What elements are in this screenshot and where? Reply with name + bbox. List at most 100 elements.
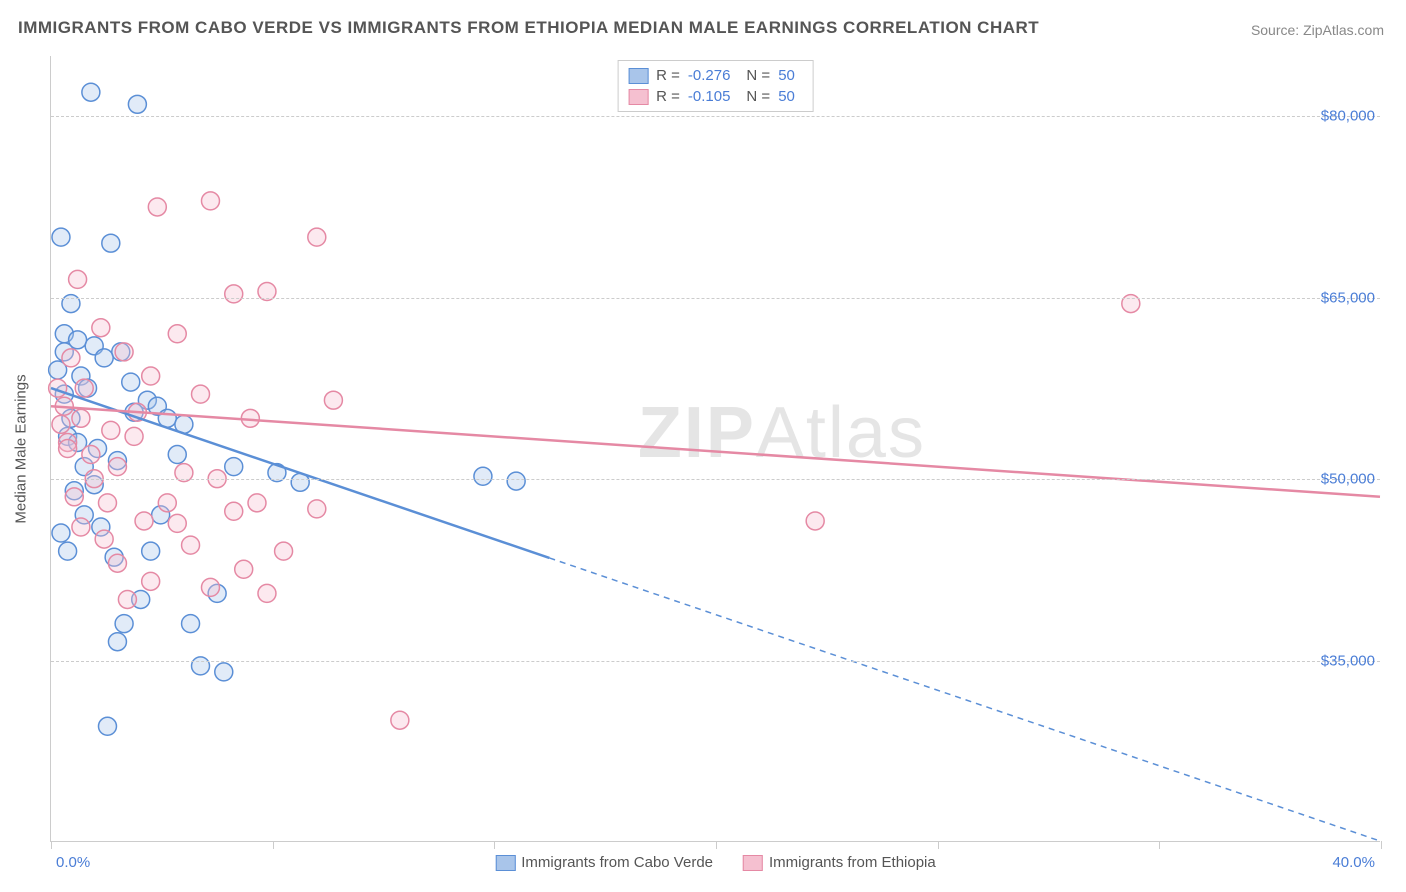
data-point xyxy=(158,494,176,512)
data-point xyxy=(52,228,70,246)
series-label-cabo-verde: Immigrants from Cabo Verde xyxy=(521,854,713,871)
r-label: R = xyxy=(656,88,680,105)
y-axis-title: Median Male Earnings xyxy=(13,374,30,523)
data-point xyxy=(235,560,253,578)
data-point xyxy=(507,472,525,490)
data-point xyxy=(69,270,87,288)
swatch-cabo-verde xyxy=(628,68,648,84)
data-point xyxy=(192,657,210,675)
data-point xyxy=(474,467,492,485)
data-point xyxy=(98,494,116,512)
data-point xyxy=(192,385,210,403)
y-tick-label: $50,000 xyxy=(1305,471,1385,488)
data-point xyxy=(98,717,116,735)
chart-title: IMMIGRANTS FROM CABO VERDE VS IMMIGRANTS… xyxy=(18,18,1039,38)
data-point xyxy=(72,409,90,427)
n-label: N = xyxy=(746,67,770,84)
data-point xyxy=(52,524,70,542)
data-point xyxy=(82,83,100,101)
data-point xyxy=(142,542,160,560)
series-label-ethiopia: Immigrants from Ethiopia xyxy=(769,854,936,871)
data-point xyxy=(108,458,126,476)
data-point xyxy=(248,494,266,512)
data-point xyxy=(391,711,409,729)
data-point xyxy=(92,319,110,337)
y-tick-label: $35,000 xyxy=(1305,652,1385,669)
data-point xyxy=(52,415,70,433)
legend-row-cabo-verde: R = -0.276 N = 50 xyxy=(628,65,803,86)
data-point xyxy=(182,536,200,554)
x-tick xyxy=(273,841,274,849)
data-point xyxy=(201,578,219,596)
x-tick xyxy=(1381,841,1382,849)
n-value-ethiopia: 50 xyxy=(778,88,795,105)
chart-container: IMMIGRANTS FROM CABO VERDE VS IMMIGRANTS… xyxy=(0,0,1406,892)
data-point xyxy=(168,446,186,464)
data-point xyxy=(75,379,93,397)
legend-item-cabo-verde: Immigrants from Cabo Verde xyxy=(495,854,713,871)
trend-line xyxy=(51,406,1380,497)
data-point xyxy=(135,512,153,530)
data-point xyxy=(59,440,77,458)
gridline xyxy=(51,298,1380,299)
data-point xyxy=(806,512,824,530)
data-point xyxy=(308,228,326,246)
gridline xyxy=(51,661,1380,662)
gridline xyxy=(51,479,1380,480)
y-tick-label: $80,000 xyxy=(1305,108,1385,125)
data-point xyxy=(148,198,166,216)
legend-item-ethiopia: Immigrants from Ethiopia xyxy=(743,854,936,871)
data-point xyxy=(102,234,120,252)
data-point xyxy=(275,542,293,560)
data-point xyxy=(182,615,200,633)
data-point xyxy=(308,500,326,518)
data-point xyxy=(95,530,113,548)
data-point xyxy=(65,488,83,506)
trend-line-extrapolated xyxy=(549,558,1380,841)
swatch-ethiopia-icon xyxy=(743,855,763,871)
x-tick xyxy=(494,841,495,849)
data-point xyxy=(258,584,276,602)
data-point xyxy=(142,367,160,385)
y-tick-label: $65,000 xyxy=(1305,289,1385,306)
x-axis-min-label: 0.0% xyxy=(56,854,90,871)
data-point xyxy=(215,663,233,681)
gridline xyxy=(51,116,1380,117)
data-point xyxy=(59,542,77,560)
data-point xyxy=(118,590,136,608)
data-point xyxy=(122,373,140,391)
n-label: N = xyxy=(746,88,770,105)
data-point xyxy=(95,349,113,367)
r-value-cabo-verde: -0.276 xyxy=(688,67,731,84)
x-tick xyxy=(716,841,717,849)
data-point xyxy=(225,458,243,476)
chart-svg xyxy=(51,56,1380,841)
r-value-ethiopia: -0.105 xyxy=(688,88,731,105)
data-point xyxy=(72,518,90,536)
data-point xyxy=(82,446,100,464)
plot-area: Median Male Earnings ZIPAtlas R = -0.276… xyxy=(50,56,1380,842)
legend-correlation: R = -0.276 N = 50 R = -0.105 N = 50 xyxy=(617,60,814,112)
data-point xyxy=(102,421,120,439)
legend-row-ethiopia: R = -0.105 N = 50 xyxy=(628,86,803,107)
x-axis-max-label: 40.0% xyxy=(1332,854,1375,871)
data-point xyxy=(128,95,146,113)
data-point xyxy=(108,554,126,572)
data-point xyxy=(168,325,186,343)
data-point xyxy=(142,572,160,590)
data-point xyxy=(201,192,219,210)
swatch-cabo-verde-icon xyxy=(495,855,515,871)
data-point xyxy=(225,502,243,520)
data-point xyxy=(115,343,133,361)
x-tick xyxy=(51,841,52,849)
data-point xyxy=(108,633,126,651)
source-label: Source: ZipAtlas.com xyxy=(1251,22,1384,38)
data-point xyxy=(225,285,243,303)
n-value-cabo-verde: 50 xyxy=(778,67,795,84)
r-label: R = xyxy=(656,67,680,84)
swatch-ethiopia xyxy=(628,89,648,105)
data-point xyxy=(324,391,342,409)
x-tick xyxy=(938,841,939,849)
data-point xyxy=(125,427,143,445)
data-point xyxy=(115,615,133,633)
